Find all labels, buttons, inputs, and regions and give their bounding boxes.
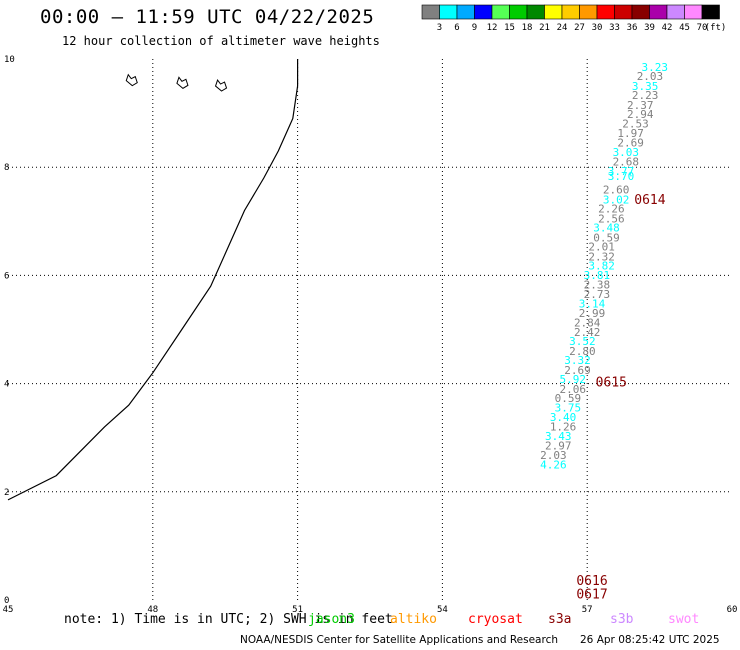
wave-height-point: 3.81 <box>584 269 611 282</box>
wave-height-point: 2.60 <box>603 184 630 197</box>
wave-height-point: 3.43 <box>545 430 572 443</box>
island-outline <box>214 78 228 92</box>
y-tick-label: 4 <box>4 380 9 390</box>
x-tick-label: 48 <box>147 605 158 615</box>
colorbar-tick-label: 21 <box>539 23 550 33</box>
colorbar-tick-label: 27 <box>574 23 585 33</box>
wave-height-point: 2.23 <box>632 89 659 102</box>
pass-time-label: 0616 <box>576 574 607 589</box>
x-tick-label: 45 <box>3 605 14 615</box>
chart-title: 00:00 – 11:59 UTC 04/22/2025 <box>40 6 375 28</box>
wave-height-point: 2.26 <box>598 203 625 216</box>
x-tick-label: 57 <box>582 605 593 615</box>
wave-height-point: 3.02 <box>603 193 630 206</box>
wave-height-point: 1.97 <box>617 127 644 140</box>
legend-altiko: altiko <box>390 612 437 627</box>
footer-timestamp: 26 Apr 08:25:42 UTC 2025 <box>580 634 720 646</box>
wave-height-point: 2.01 <box>588 241 615 254</box>
wave-height-point: 2.32 <box>588 250 615 263</box>
legend-s3b: s3b <box>610 612 634 627</box>
y-tick-label: 6 <box>4 271 9 281</box>
colorbar: 3 6 9 12 15 18 21 24 27 30 33 36 39 42 45 70(ft) <box>421 4 727 33</box>
wave-height-point: 3.35 <box>632 80 659 93</box>
wave-height-point: 3.32 <box>564 354 591 367</box>
wave-height-point: 2.84 <box>574 316 601 329</box>
wave-height-point: 2.38 <box>584 278 611 291</box>
legend-jason3: jason3 <box>308 612 355 627</box>
legend-s3a: s3a <box>548 612 572 627</box>
wave-height-point: 2.42 <box>574 326 601 339</box>
wave-height-point: 2.80 <box>569 345 596 358</box>
x-tick-label: 54 <box>437 605 448 615</box>
wave-height-point: 2.56 <box>598 212 625 225</box>
colorbar-tick-label: 36 <box>627 23 638 33</box>
wave-height-point: 0.59 <box>593 231 620 244</box>
colorbar-tick-label: 15 <box>504 23 515 33</box>
wave-height-point: 2.94 <box>627 108 654 121</box>
note-text: note: 1) Time is in UTC; 2) SWH is in fe… <box>64 612 393 627</box>
wave-height-point: 2.03 <box>637 70 664 83</box>
wave-height-point: 3.77 <box>608 165 635 178</box>
colorbar-tick-label: 30 <box>592 23 603 33</box>
colorbar-tick-label: 12 <box>487 23 498 33</box>
wave-height-point: 3.48 <box>593 222 620 235</box>
wave-height-point: 2.97 <box>545 440 572 453</box>
wave-height-point: 2.53 <box>622 118 649 131</box>
pass-time-label: 0614 <box>634 193 665 208</box>
wave-height-point: 3.70 <box>608 170 635 183</box>
colorbar-tick-label: 33 <box>609 23 620 33</box>
colorbar-unit: (ft) <box>705 23 727 33</box>
colorbar-tick-label: 3 <box>437 23 442 33</box>
coastline <box>7 59 299 501</box>
wave-height-point: 3.82 <box>588 259 615 272</box>
wave-height-point: 2.03 <box>540 449 567 462</box>
y-tick-label: 0 <box>4 596 9 606</box>
wave-height-point: 3.75 <box>555 402 582 415</box>
colorbar-tick-label: 24 <box>557 23 568 33</box>
colorbar-tick-label: 18 <box>522 23 533 33</box>
wave-height-point: 3.03 <box>613 146 640 159</box>
legend-swot: swot <box>668 612 700 627</box>
colorbar-tick-label: 70 <box>697 23 708 33</box>
wave-height-point: 5.92 <box>559 373 586 386</box>
colorbar-tick-label: 6 <box>454 23 459 33</box>
wave-height-point: 2.68 <box>613 156 640 169</box>
wave-height-point: 2.37 <box>627 99 654 112</box>
colorbar-tick-label: 39 <box>644 23 655 33</box>
colorbar-swatch <box>701 4 720 20</box>
pass-time-label: 0617 <box>576 587 607 602</box>
wave-height-point: 0.59 <box>555 392 582 405</box>
x-tick-label: 51 <box>292 605 303 615</box>
wave-height-point: 3.14 <box>579 297 606 310</box>
wave-height-point: 2.99 <box>579 307 606 320</box>
wave-height-point: 4.26 <box>540 459 567 472</box>
wave-height-point: 3.23 <box>642 61 669 74</box>
y-tick-label: 8 <box>4 163 9 173</box>
colorbar-tick-label: 9 <box>472 23 477 33</box>
x-tick-label: 60 <box>727 605 738 615</box>
wave-height-point: 3.52 <box>569 335 596 348</box>
wave-height-point: 2.73 <box>584 288 611 301</box>
footer-credit: NOAA/NESDIS Center for Satellite Applica… <box>240 634 558 646</box>
chart-subtitle: 12 hour collection of altimeter wave hei… <box>62 34 380 48</box>
wave-height-point: 2.06 <box>559 383 586 396</box>
wave-height-point: 2.69 <box>564 364 591 377</box>
wave-height-point: 1.26 <box>550 421 577 434</box>
pass-time-label: 0615 <box>596 375 627 390</box>
y-tick-label: 10 <box>4 55 15 65</box>
y-tick-label: 2 <box>4 488 9 498</box>
legend-cryosat: cryosat <box>468 612 523 627</box>
colorbar-tick-label: 42 <box>662 23 673 33</box>
island-outline <box>125 73 138 87</box>
wave-height-point: 3.40 <box>550 411 577 424</box>
colorbar-tick-label: 45 <box>679 23 690 33</box>
island-outline <box>176 76 189 89</box>
wave-height-point: 2.69 <box>617 137 644 150</box>
